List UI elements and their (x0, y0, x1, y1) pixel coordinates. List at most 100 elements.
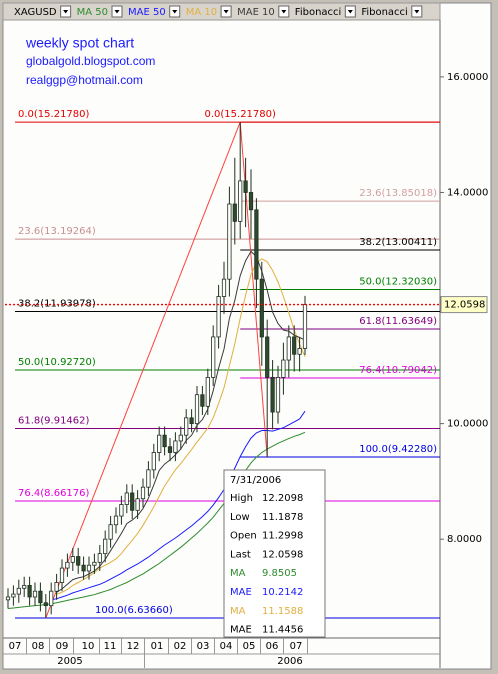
candle-body (238, 180, 243, 222)
dropdown-arrow (223, 10, 229, 14)
candle-body (135, 498, 140, 511)
candle-body (189, 417, 194, 425)
ma-line (7, 431, 306, 609)
candle-body (22, 585, 27, 589)
candle-body (157, 434, 162, 453)
dropdown-arrow (281, 10, 287, 14)
dropdown-arrow (414, 10, 420, 14)
x-month-label: 08 (32, 641, 45, 652)
info-value: 11.1878 (262, 512, 303, 523)
candle-body (254, 209, 259, 280)
info-box (223, 469, 326, 638)
candle-body (70, 556, 75, 563)
fib-level-label: 76.4(10.79042) (359, 365, 437, 376)
candle-body (302, 304, 308, 349)
fib-level-label: 100.0(6.63660) (95, 605, 173, 616)
candle-body (275, 376, 281, 413)
annotation: realggp@hotmail.com (26, 73, 143, 87)
last-price-label: 12.0598 (444, 300, 485, 311)
candle-body (216, 296, 221, 338)
fib-level-label: 50.0(10.92720) (18, 357, 96, 368)
info-value: 12.2098 (262, 493, 303, 504)
toolbar-item[interactable]: Fibonacci (361, 7, 408, 18)
dropdown-arrow (63, 10, 69, 14)
dropdown-arrow (172, 10, 178, 14)
info-value: 9.8505 (262, 568, 297, 579)
dropdown-arrow (114, 10, 120, 14)
candle-body (5, 596, 11, 601)
candle-body (194, 394, 200, 425)
y-tick-label: 8.0000 (447, 534, 482, 545)
info-label: Open (230, 531, 257, 542)
dropdown-arrow (347, 10, 353, 14)
x-month-label: 01 (151, 641, 164, 652)
fib-trend-line (239, 122, 268, 458)
toolbar-item[interactable]: XAGUSD (14, 7, 57, 18)
candle-body (76, 556, 81, 566)
candle-body (162, 434, 167, 448)
fib-level-label: 50.0(12.32030) (359, 277, 437, 288)
fib-level-label: 76.4(8.66176) (18, 488, 90, 499)
candle-body (81, 564, 86, 572)
candle-body (38, 590, 43, 604)
fib-level-label: 0.0(15.21780) (204, 109, 276, 120)
x-month-label: 12 (127, 641, 140, 652)
fib-level-label: 61.8(9.91462) (18, 416, 90, 427)
candle-body (146, 469, 151, 488)
fib-level-label: 0.0(15.21780) (18, 109, 90, 120)
info-label: Low (230, 512, 250, 523)
candle-body (270, 376, 275, 413)
candle-body (59, 567, 65, 583)
candle-body (184, 417, 189, 436)
candle-body (200, 394, 205, 407)
toolbar-item[interactable]: Fibonacci (295, 7, 342, 18)
candle-body (167, 446, 173, 453)
candle-body (259, 278, 264, 338)
candle-body (43, 602, 48, 607)
candle-body (16, 587, 21, 595)
candle-body (130, 492, 135, 511)
y-tick-label: 14.0000 (447, 187, 488, 198)
ma-line (56, 258, 306, 595)
x-month-label: 05 (243, 641, 256, 652)
ma-line (51, 410, 306, 601)
candle-body (151, 452, 156, 471)
candle-body (178, 434, 183, 442)
fib-level-label: 23.6(13.85018) (359, 188, 437, 199)
candle-body (265, 336, 270, 378)
candle-body (243, 180, 248, 193)
x-month-label: 10 (82, 641, 95, 652)
candle-body (113, 515, 119, 526)
candle-body (119, 504, 124, 517)
toolbar-item[interactable]: MA 10 (186, 7, 217, 18)
candle-body (86, 564, 92, 572)
candle-body (49, 590, 54, 607)
candle-body (27, 585, 32, 598)
toolbar-item[interactable]: MAE 50 (128, 7, 166, 18)
info-label: MAE (230, 625, 252, 636)
fib-level-label: 38.2(11.93978) (18, 299, 96, 310)
info-value: 11.1588 (262, 606, 303, 617)
info-value: 11.2998 (262, 531, 303, 542)
candle-body (221, 278, 227, 297)
toolbar-item[interactable]: MAE 10 (237, 7, 275, 18)
candle-body (297, 348, 302, 355)
x-month-label: 06 (266, 641, 279, 652)
candle-body (124, 492, 129, 505)
fib-level-label: 23.6(13.19264) (18, 226, 96, 237)
toolbar-item[interactable]: MA 50 (77, 7, 108, 18)
annotation: weekly spot chart (25, 35, 134, 51)
info-label: High (230, 493, 253, 504)
info-value: 11.4456 (262, 625, 303, 636)
info-label: Last (230, 549, 251, 560)
candle-body (173, 440, 178, 453)
x-month-label: 04 (220, 641, 233, 652)
x-month-label: 07 (290, 641, 303, 652)
x-month-label: 09 (56, 641, 69, 652)
candle-body (286, 336, 291, 361)
last-price-box (440, 296, 488, 314)
candle-body (248, 192, 254, 211)
candle-body (65, 561, 70, 569)
candle-body (227, 203, 232, 280)
